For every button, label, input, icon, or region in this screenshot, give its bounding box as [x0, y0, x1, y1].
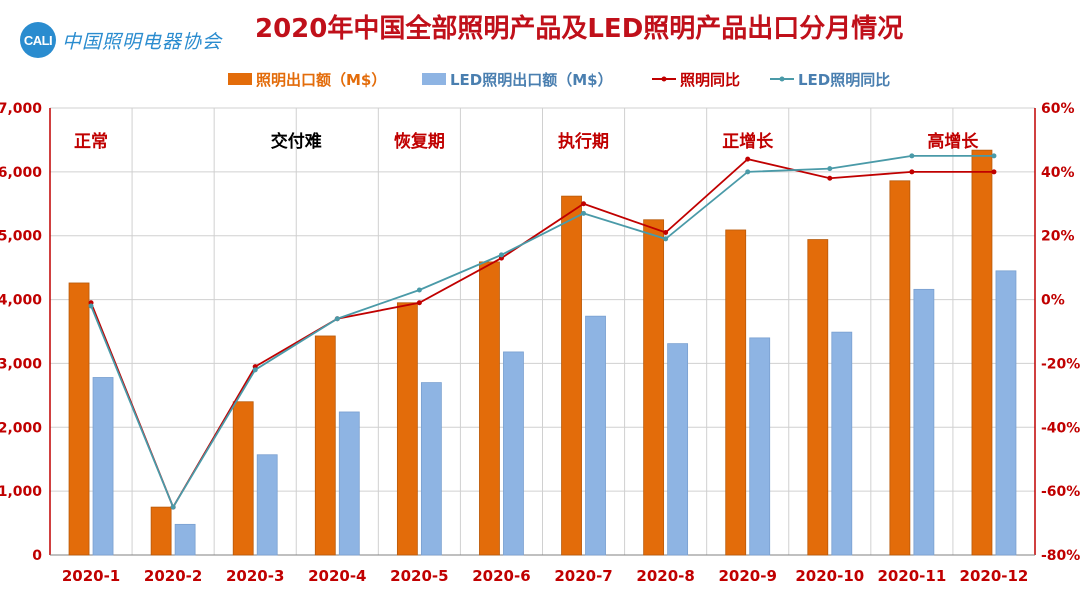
bar-lighting-export — [396, 302, 418, 556]
point-lighting-yoy — [991, 169, 997, 175]
point-led-yoy — [498, 252, 504, 258]
bar-led-export — [585, 315, 606, 556]
y-right-tick-label: 20% — [1041, 229, 1075, 245]
x-tick-label: 2020-7 — [554, 567, 612, 585]
y-right-tick-label: -60% — [1041, 484, 1080, 500]
bar-lighting-export — [889, 180, 911, 556]
phase-label: 交付难 — [271, 131, 322, 152]
point-led-yoy — [663, 236, 669, 242]
phase-label: 正常 — [74, 131, 108, 152]
bar-lighting-export — [232, 401, 254, 556]
y-left-tick-label: 5,000 — [0, 229, 42, 245]
y-left-tick-label: 7,000 — [0, 101, 42, 117]
point-lighting-yoy — [909, 169, 915, 175]
cali-logo-icon: CALI — [20, 22, 56, 58]
legend-swatch — [422, 73, 446, 85]
legend-marker — [661, 76, 667, 82]
bar-led-export — [831, 331, 853, 556]
legend-marker — [779, 76, 785, 82]
chart-title: 2020年中国全部照明产品及LED照明产品出口分月情况 — [255, 14, 904, 44]
x-tick-label: 2020-6 — [472, 567, 530, 585]
x-tick-label: 2020-12 — [960, 567, 1029, 585]
bar-lighting-export — [68, 282, 90, 556]
logo: CALI 中国照明电器协会 — [20, 18, 235, 62]
y-right-tick-label: 40% — [1041, 165, 1075, 181]
bar-lighting-export — [971, 149, 993, 556]
y-left-tick-label: 1,000 — [0, 484, 42, 500]
y-right-tick-label: -40% — [1041, 420, 1080, 436]
line-led-yoy — [90, 154, 994, 510]
phase-label: 执行期 — [558, 131, 609, 152]
y-left-tick-label: 3,000 — [0, 356, 42, 372]
point-led-yoy — [991, 153, 997, 159]
y-left-tick-label: 6,000 — [0, 165, 42, 181]
bar-led-export — [256, 454, 278, 556]
y-left-tick-label: 4,000 — [0, 293, 42, 309]
bar-lighting-export — [314, 335, 336, 556]
x-tick-label: 2020-11 — [877, 567, 946, 585]
x-tick-label: 2020-4 — [308, 567, 366, 585]
bar-led-export — [913, 288, 935, 556]
phase-label: 高增长 — [927, 131, 979, 152]
point-led-yoy — [334, 316, 340, 322]
bar-led-export — [749, 337, 771, 556]
bar-lighting-export — [807, 239, 829, 556]
legend-swatch — [228, 73, 252, 85]
bar-led-export — [338, 411, 360, 556]
bar-lighting-export — [150, 506, 172, 556]
point-led-yoy — [909, 153, 915, 159]
x-tick-label: 2020-9 — [718, 567, 776, 585]
point-lighting-yoy — [581, 201, 587, 207]
y-right-tick-label: -20% — [1041, 356, 1080, 372]
bar-lighting-export — [561, 195, 582, 556]
x-tick-label: 2020-5 — [390, 567, 448, 585]
line-lighting-yoy — [90, 158, 994, 510]
legend-label: 照明出口额（M$） — [256, 71, 386, 89]
x-tick-label: 2020-8 — [636, 567, 694, 585]
point-lighting-yoy — [416, 300, 422, 306]
bar-led-export — [420, 382, 442, 556]
x-tick-label: 2020-3 — [226, 567, 284, 585]
point-lighting-yoy — [663, 230, 669, 236]
x-tick-label: 2020-1 — [62, 567, 120, 585]
point-led-yoy — [252, 367, 258, 373]
point-led-yoy — [416, 287, 422, 293]
y-right-tick-label: 60% — [1041, 101, 1075, 117]
x-tick-label: 2020-2 — [144, 567, 202, 585]
bar-led-export — [92, 377, 114, 556]
y-right-tick-label: 0% — [1041, 293, 1065, 309]
point-lighting-yoy — [827, 175, 833, 181]
legend-label: 照明同比 — [680, 71, 740, 89]
bar-led-export — [995, 270, 1017, 556]
bar-lighting-export — [643, 219, 665, 556]
phase-label: 恢复期 — [394, 131, 445, 152]
x-tick-label: 2020-10 — [795, 567, 864, 585]
bar-led-export — [174, 523, 196, 556]
bar-lighting-export — [725, 229, 747, 556]
point-lighting-yoy — [745, 156, 751, 162]
y-left-tick-label: 2,000 — [0, 420, 42, 436]
y-right-tick-label: -80% — [1041, 548, 1080, 564]
y-left-tick-label: 0 — [32, 548, 42, 564]
point-led-yoy — [827, 166, 833, 172]
logo-text: 中国照明电器协会 — [62, 30, 223, 53]
legend-label: LED照明同比 — [798, 71, 890, 89]
legend-label: LED照明出口额（M$） — [450, 71, 613, 89]
bar-lighting-export — [479, 261, 500, 556]
point-led-yoy — [88, 303, 94, 309]
point-led-yoy — [745, 169, 751, 175]
point-led-yoy — [170, 504, 176, 510]
phase-label: 正增长 — [722, 131, 774, 152]
point-led-yoy — [581, 210, 587, 216]
bar-led-export — [503, 351, 524, 556]
bar-led-export — [667, 343, 689, 556]
